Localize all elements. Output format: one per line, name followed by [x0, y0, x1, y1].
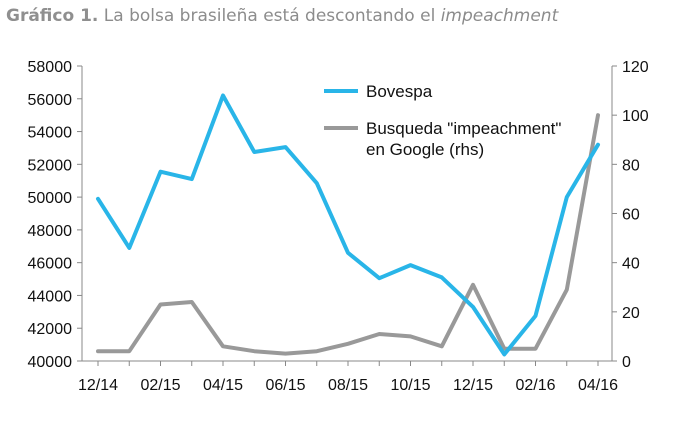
left-y-tick-label: 56000: [28, 92, 73, 109]
left-y-tick-label: 54000: [28, 125, 73, 142]
left-y-tick-label: 46000: [28, 256, 73, 273]
x-tick-label: 10/15: [390, 377, 430, 394]
right-y-tick-label: 40: [622, 256, 640, 273]
chart-title: Gráfico 1. La bolsa brasileña está desco…: [6, 6, 558, 26]
right-y-tick-label: 100: [622, 108, 649, 125]
right-y-tick-label: 20: [622, 305, 640, 322]
legend-label-bovespa: Bovespa: [366, 82, 433, 101]
right-y-tick-label: 80: [622, 157, 640, 174]
x-tick-label: 06/15: [265, 377, 305, 394]
chart-title-text: La bolsa brasileña está descontando el: [98, 6, 441, 26]
left-y-tick-label: 58000: [28, 59, 73, 76]
left-y-tick-label: 44000: [28, 288, 73, 305]
series-google-searches-line: [96, 113, 600, 356]
left-y-tick-label: 52000: [28, 157, 73, 174]
series-bovespa-line: [96, 93, 600, 357]
x-tick-label: 12/15: [453, 377, 493, 394]
chart-title-emphasis: impeachment: [440, 6, 559, 26]
chart-title-label: Gráfico 1.: [6, 6, 99, 26]
x-tick-label: 04/16: [578, 377, 618, 394]
right-y-tick-label: 0: [622, 354, 631, 371]
right-y-tick-label: 60: [622, 207, 640, 224]
left-y-tick-label: 48000: [28, 223, 73, 240]
x-tick-label: 12/14: [78, 377, 118, 394]
x-tick-label: 02/15: [140, 377, 180, 394]
x-tick-label: 08/15: [328, 377, 368, 394]
left-y-tick-label: 42000: [28, 321, 73, 338]
legend-label-google-searches-line2: en Google (rhs): [366, 140, 484, 159]
left-y-tick-label: 40000: [28, 354, 73, 371]
left-y-tick-label: 50000: [28, 190, 73, 207]
x-tick-label: 02/16: [515, 377, 555, 394]
right-y-tick-label: 120: [622, 59, 649, 76]
x-tick-label: 04/15: [203, 377, 243, 394]
legend-label-google-searches-line1: Busqueda "impeachment": [366, 119, 561, 138]
